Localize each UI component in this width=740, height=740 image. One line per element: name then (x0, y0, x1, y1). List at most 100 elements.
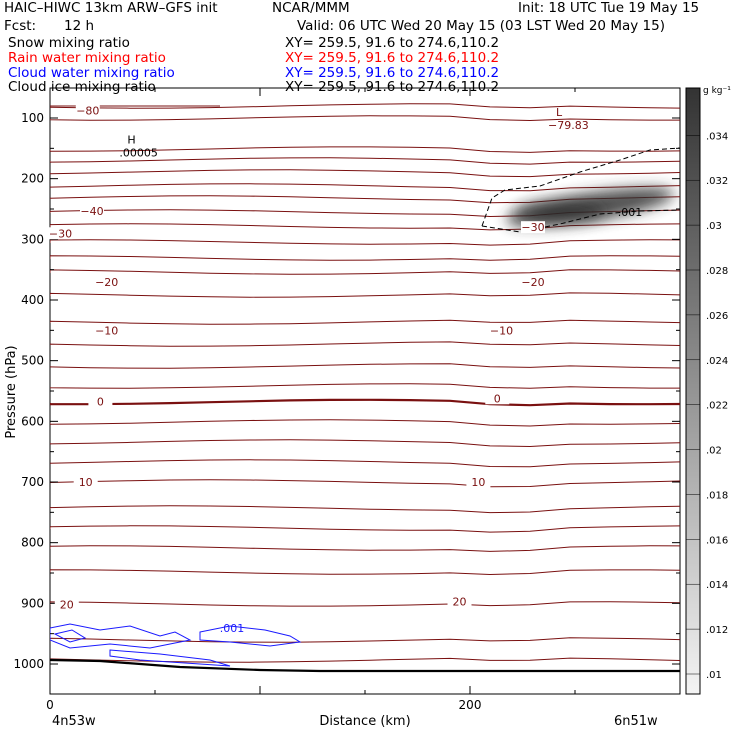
isotherm-label: −30 (521, 221, 544, 234)
field-name-rain: Rain water mixing ratio (8, 50, 166, 66)
colorbar-tick-label: .026 (706, 311, 728, 322)
colorbar-tick-label: .02 (706, 446, 722, 457)
y-tick-label: 300 (21, 232, 44, 246)
contour-label-bg (447, 595, 472, 608)
colorbar-tick-label: .034 (706, 131, 728, 142)
contour-label-bg (521, 221, 545, 234)
colorbar-tick-label: .018 (706, 490, 728, 501)
contour-label-bg (94, 324, 119, 337)
isotherm-line (50, 363, 680, 369)
cloud-water-contour (199, 625, 302, 647)
isotherm-line (50, 657, 680, 663)
y-tick-label: 500 (21, 354, 44, 368)
isotherm-label: −10 (490, 324, 513, 337)
y-tick-label: 800 (21, 536, 44, 550)
surface-line (50, 658, 680, 673)
isotherm-line (50, 146, 680, 153)
field-xy-snow: XY= 259.5, 91.6 to 274.6,110.2 (285, 35, 500, 51)
colorbar-tick-label: .03 (706, 221, 722, 232)
y-tick-label: 200 (21, 172, 44, 186)
isotherm-label: 10 (471, 476, 485, 489)
isotherm-label: 20 (453, 596, 467, 609)
isotherm-label: −80 (76, 105, 99, 118)
contour-label-bg (485, 392, 510, 405)
contour-labels-layer: −80 −40 −30 −30 −20 −20 −10 −10 0 0 10 10 20 20 .001 .0… (48, 104, 643, 635)
init-time: Init: 18 UTC Tue 19 May 15 (518, 0, 700, 16)
isotherm-line (50, 505, 680, 514)
isotherm-line (50, 341, 680, 347)
colorbar-tick-label: .014 (706, 580, 728, 591)
x-tick-label: 0 (46, 698, 54, 712)
cloud-water-contour (50, 623, 192, 649)
y-tick-label: 400 (21, 293, 44, 307)
field-xy-cloud-water: XY= 259.5, 91.6 to 274.6,110.2 (285, 65, 500, 81)
isotherm-line (50, 157, 680, 165)
cloud-water-contour (109, 649, 231, 667)
isotherm-line (50, 601, 680, 607)
x-tick-label: 200 (459, 698, 482, 712)
isotherm-line (50, 103, 680, 109)
colorbar-tick-label: .01 (706, 670, 722, 681)
low-value: −79.83 (548, 119, 589, 132)
colorbar-tick-label: .024 (706, 356, 728, 367)
field-xy-rain: XY= 259.5, 91.6 to 274.6,110.2 (285, 50, 500, 66)
cloud-water-label: .001 (220, 622, 245, 635)
colorbar-scale (685, 87, 701, 695)
isotherm-label: −20 (521, 276, 544, 289)
isotherm-line (50, 223, 680, 231)
isotherm-line (50, 319, 680, 325)
isotherm-line (50, 292, 680, 298)
y-tick-label: 600 (21, 414, 44, 428)
isotherm-line (50, 479, 680, 488)
field-name-snow: Snow mixing ratio (8, 35, 130, 51)
contour-label-bg (521, 275, 545, 288)
isotherm-line (50, 115, 680, 122)
field-name-cloud-water: Cloud water mixing ratio (8, 65, 175, 81)
low-marker: L (556, 106, 563, 119)
y-tick-label: 1000 (13, 657, 44, 671)
cloud-ice-shading-core (515, 203, 605, 221)
colorbar-tick-label: .012 (706, 625, 728, 636)
x-start-location: 4n53w (52, 714, 96, 729)
colorbar-tick-label: .032 (706, 176, 728, 187)
high-marker: H (127, 134, 135, 147)
isotherm-line (50, 419, 680, 427)
organization-label: NCAR/MMM (272, 0, 350, 16)
contour-label-bg (54, 598, 79, 611)
isotherm-label: 10 (79, 476, 93, 489)
isotherm-line (50, 545, 680, 552)
colorbar-tick-label: .028 (706, 266, 728, 277)
contour-label-bg (466, 476, 491, 488)
isotherm-line (50, 255, 680, 261)
isotherm-line (50, 459, 680, 468)
snow-contour (481, 147, 680, 227)
chart-title: HAIC–HIWC 13km ARW–GFS init (4, 0, 218, 16)
high-value: .00005 (119, 147, 157, 160)
isotherm-label: 20 (60, 599, 74, 612)
isotherm-label: −10 (95, 324, 118, 337)
snow-contour-label: .001 (618, 206, 643, 219)
isotherm-label: 0 (97, 395, 104, 408)
contour-label-bg (88, 395, 113, 408)
isotherm-line (50, 183, 680, 192)
colorbar: .01 .012 .014 .016 .018 .02 .022 .024 .026 .028 .0… (685, 87, 728, 695)
isotherm-line (50, 169, 680, 178)
x-end-location: 6n51w (614, 714, 658, 729)
y-tick-label: 700 (21, 475, 44, 489)
y-tick-label: 900 (21, 596, 44, 610)
cloud-water-contour (53, 629, 87, 643)
isotherm-line (50, 439, 680, 448)
isotherm-line (50, 239, 680, 246)
isotherm-line (50, 398, 680, 407)
contour-label-bg (48, 227, 73, 240)
contour-label-bg (73, 476, 98, 488)
colorbar-tick-label: .016 (706, 535, 728, 546)
colorbar-unit: g kg⁻¹ (703, 86, 731, 96)
forecast-label: Fcst: (4, 18, 37, 34)
x-axis-label: Distance (km) (319, 714, 410, 729)
field-xy-cloud-ice: XY= 259.5, 91.6 to 274.6,110.2 (285, 79, 500, 95)
isotherm-line (50, 269, 680, 275)
contour-layer (50, 103, 680, 673)
